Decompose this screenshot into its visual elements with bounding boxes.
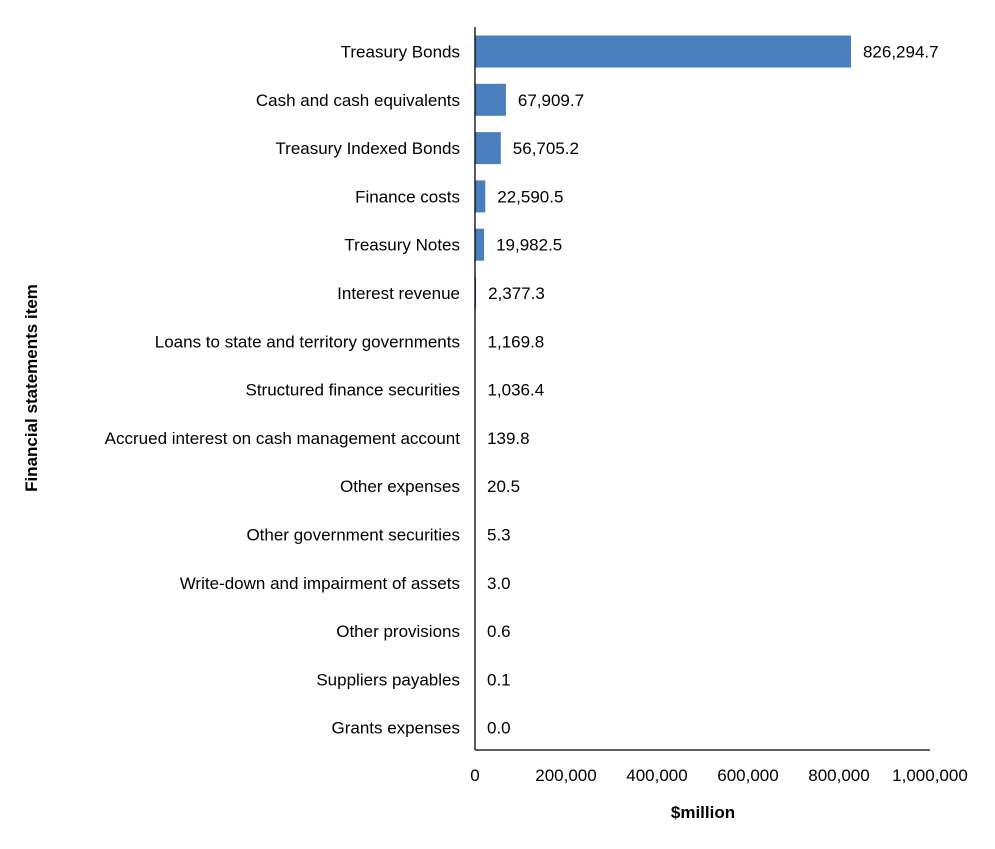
- value-label: 19,982.5: [496, 236, 562, 255]
- category-label: Cash and cash equivalents: [256, 91, 460, 110]
- category-label: Grants expenses: [331, 719, 460, 738]
- value-label: 5.3: [487, 526, 511, 545]
- value-label: 0.0: [487, 719, 511, 738]
- value-label: 0.1: [487, 670, 511, 689]
- value-labels-group: 826,294.7 67,909.7 56,705.2 22,590.5 19,982.…: [487, 43, 939, 738]
- category-label: Finance costs: [355, 187, 460, 206]
- category-label: Other provisions: [336, 622, 460, 641]
- value-label: 56,705.2: [513, 139, 579, 158]
- bar: [475, 132, 501, 165]
- bars-group: [475, 35, 851, 696]
- category-label: Accrued interest on cash management acco…: [105, 429, 461, 448]
- category-label: Other expenses: [340, 477, 460, 496]
- x-axis-title: $million: [671, 803, 735, 822]
- value-label: 3.0: [487, 574, 511, 593]
- category-label: Treasury Indexed Bonds: [275, 139, 460, 158]
- bar: [475, 228, 485, 261]
- category-label: Write-down and impairment of assets: [180, 574, 460, 593]
- value-label: 139.8: [487, 429, 530, 448]
- category-label: Loans to state and territory governments: [155, 332, 460, 351]
- value-label: 22,590.5: [497, 187, 563, 206]
- value-label: 0.6: [487, 622, 511, 641]
- x-tick-label: 200,000: [535, 766, 596, 785]
- category-labels-group: Treasury Bonds Cash and cash equivalents T…: [105, 43, 461, 738]
- value-label: 67,909.7: [518, 91, 584, 110]
- x-tick-labels-group: 0 200,000 400,000 600,000 800,000 1,000,000: [470, 766, 968, 785]
- category-label: Treasury Bonds: [341, 43, 460, 62]
- value-label: 1,036.4: [487, 381, 544, 400]
- bar: [475, 180, 486, 213]
- x-tick-label: 600,000: [717, 766, 778, 785]
- value-label: 826,294.7: [863, 43, 939, 62]
- y-axis-title: Financial statements item: [22, 284, 41, 492]
- bar: [475, 35, 851, 68]
- category-label: Structured finance securities: [246, 381, 461, 400]
- value-label: 20.5: [487, 477, 520, 496]
- x-tick-label: 1,000,000: [892, 766, 968, 785]
- x-tick-label: 0: [470, 766, 479, 785]
- value-label: 2,377.3: [488, 284, 545, 303]
- value-label: 1,169.8: [488, 332, 545, 351]
- x-tick-label: 800,000: [808, 766, 869, 785]
- category-label: Other government securities: [246, 526, 460, 545]
- x-tick-label: 400,000: [626, 766, 687, 785]
- bar: [475, 83, 506, 116]
- category-label: Suppliers payables: [316, 670, 460, 689]
- category-label: Interest revenue: [337, 284, 460, 303]
- category-label: Treasury Notes: [344, 236, 460, 255]
